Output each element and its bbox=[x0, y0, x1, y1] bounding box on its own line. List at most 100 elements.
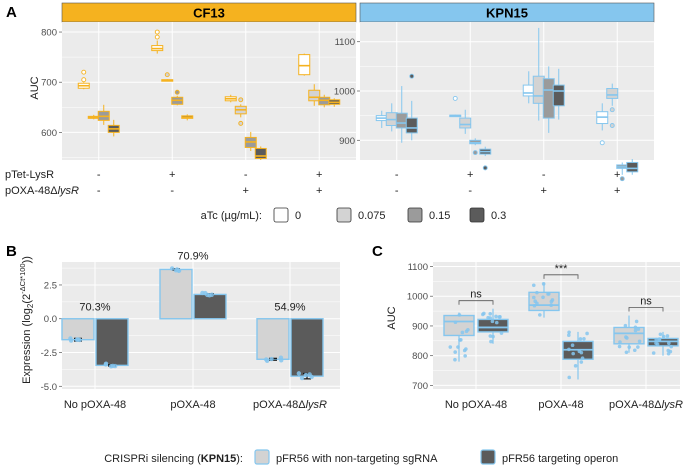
condition-sign: - bbox=[97, 169, 101, 181]
ytick-label: 1100 bbox=[335, 37, 355, 48]
significance-label: *** bbox=[555, 263, 569, 275]
data-point bbox=[482, 311, 486, 316]
outlier-point bbox=[154, 34, 160, 40]
data-point bbox=[488, 334, 493, 338]
data-point bbox=[296, 371, 302, 376]
data-point bbox=[209, 292, 215, 297]
data-point bbox=[623, 323, 628, 328]
condition-sign: - bbox=[468, 185, 472, 197]
panel-a-ylabel: AUC bbox=[29, 76, 41, 99]
data-point bbox=[169, 266, 175, 271]
outlier-point bbox=[81, 77, 87, 83]
row-label-ptet-lysr: pTet-LysR bbox=[5, 169, 54, 181]
data-point bbox=[573, 364, 578, 368]
significance-label: ns bbox=[640, 296, 652, 308]
b-category-label-no-poxa48: No pOXA-48 bbox=[64, 399, 126, 411]
outlier-point bbox=[619, 176, 625, 182]
legend-label-015: 0.15 bbox=[429, 210, 450, 222]
outlier-point bbox=[482, 165, 488, 171]
data-point bbox=[667, 341, 671, 346]
c-category-label-no-poxa48: No pOXA-48 bbox=[445, 399, 507, 411]
data-point bbox=[632, 348, 637, 353]
outlier-point bbox=[472, 150, 478, 156]
data-point bbox=[532, 303, 537, 308]
box-cf13-cond4-atc3 bbox=[318, 94, 331, 108]
ytick-label: 1000 bbox=[407, 292, 428, 303]
data-point bbox=[582, 336, 586, 341]
data-point bbox=[655, 342, 660, 346]
box-body bbox=[542, 78, 555, 119]
box-cf13-cond1-atc4 bbox=[107, 119, 120, 137]
box-cf13-cond1-atc3 bbox=[97, 104, 110, 125]
legend-atc: aTc (µg/mL): 0 0.075 0.15 0.3 bbox=[201, 207, 506, 223]
data-point bbox=[570, 343, 575, 347]
box-kpn15-cond2-atc3 bbox=[469, 138, 482, 156]
box-c-2-nontargeting bbox=[613, 315, 645, 355]
c-category-label-poxa48: pOXA-48 bbox=[538, 399, 583, 411]
data-point bbox=[494, 314, 498, 319]
data-point bbox=[546, 292, 550, 296]
outlier-point bbox=[609, 123, 615, 128]
ytick-label: 700 bbox=[412, 381, 428, 392]
condition-sign: - bbox=[97, 185, 101, 197]
data-point bbox=[571, 351, 575, 356]
box-body bbox=[477, 318, 509, 333]
ytick-label: 600 bbox=[41, 128, 57, 139]
data-point bbox=[464, 329, 469, 334]
data-point bbox=[549, 303, 553, 307]
legend-swatch-0 bbox=[273, 207, 289, 223]
data-point bbox=[68, 336, 73, 341]
condition-sign: + bbox=[169, 169, 175, 181]
data-point bbox=[307, 372, 312, 377]
legend-label-03: 0.3 bbox=[491, 210, 506, 222]
outlier-point bbox=[238, 120, 244, 126]
data-point bbox=[110, 363, 116, 369]
condition-sign: + bbox=[316, 185, 322, 197]
condition-sign: + bbox=[467, 169, 473, 181]
box-body bbox=[606, 88, 619, 99]
data-point bbox=[77, 337, 82, 343]
outlier-point bbox=[409, 73, 415, 79]
box-c-0-nontargeting bbox=[443, 312, 475, 362]
outlier-point bbox=[174, 89, 180, 95]
ytick-label: 900 bbox=[412, 321, 428, 332]
data-point bbox=[549, 299, 554, 304]
condition-sign: + bbox=[541, 185, 547, 197]
data-point bbox=[567, 347, 571, 352]
box-cf13-cond4-atc4 bbox=[328, 98, 341, 107]
legend-crispri: CRISPRi silencing (KPN15): pFR56 with no… bbox=[104, 449, 618, 465]
facet-title-kpn15: KPN15 bbox=[486, 6, 528, 21]
box-kpn15-cond1-atc2 bbox=[385, 103, 398, 132]
box-cf13-cond3-atc1 bbox=[224, 94, 237, 103]
legend-label-targeting: pFR56 targeting operon bbox=[502, 453, 618, 465]
legend-swatch-nontargeting bbox=[254, 449, 270, 465]
data-point bbox=[658, 332, 663, 337]
data-point bbox=[488, 312, 493, 316]
data-point bbox=[617, 344, 622, 349]
data-point bbox=[103, 362, 108, 367]
box-cf13-cond4-atc2 bbox=[308, 84, 321, 106]
box-cf13-cond2-atc4 bbox=[181, 114, 194, 121]
data-point bbox=[541, 295, 545, 300]
data-point bbox=[585, 331, 589, 336]
box-cf13-cond3-atc3 bbox=[244, 131, 257, 151]
data-point bbox=[533, 299, 538, 304]
box-c-1-nontargeting bbox=[528, 282, 560, 318]
legend-label-nontargeting: pFR56 with non-targeting sgRNA bbox=[276, 453, 438, 465]
data-point bbox=[666, 351, 671, 356]
bar-targeting-0 bbox=[95, 318, 129, 367]
panel-label-a: A bbox=[6, 4, 17, 21]
data-point bbox=[279, 358, 284, 363]
data-point bbox=[299, 375, 305, 381]
data-point bbox=[618, 340, 622, 344]
box-cf13-cond3-atc4 bbox=[254, 146, 267, 160]
ytick-label: -2.5 bbox=[41, 348, 57, 359]
data-point bbox=[636, 345, 640, 349]
ytick-label: 0.0 bbox=[44, 314, 57, 325]
box-cf13-cond1-atc1 bbox=[77, 69, 90, 90]
box-kpn15-cond2-atc2 bbox=[459, 109, 472, 134]
percent-annotation: 70.3% bbox=[79, 302, 110, 314]
data-point bbox=[491, 334, 495, 339]
box-kpn15-cond3-atc2 bbox=[532, 27, 545, 121]
